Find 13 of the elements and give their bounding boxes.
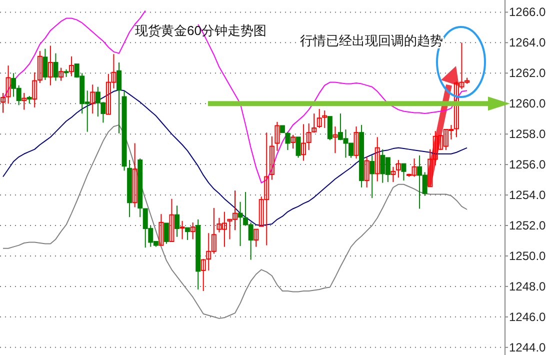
y-tick-label: 1258.0 (509, 127, 546, 142)
y-tick-label: 1248.0 (509, 279, 546, 294)
text: 现货黄金60分钟走势图 (135, 23, 266, 38)
y-tick-label: 1244.0 (509, 340, 546, 354)
y-tick-label: 1262.0 (509, 66, 546, 80)
y-tick-label: 1266.0 (509, 5, 546, 20)
y-tick-label: 1260.0 (509, 96, 546, 111)
y-tick-label: 1246.0 (509, 310, 546, 324)
y-tick-label: 1252.0 (509, 218, 546, 232)
y-tick-label: 1250.0 (509, 248, 546, 263)
y-tick-label: 1254.0 (509, 188, 546, 202)
y-tick-label: 1256.0 (509, 158, 546, 172)
y-tick-label: 1264.0 (509, 36, 546, 50)
